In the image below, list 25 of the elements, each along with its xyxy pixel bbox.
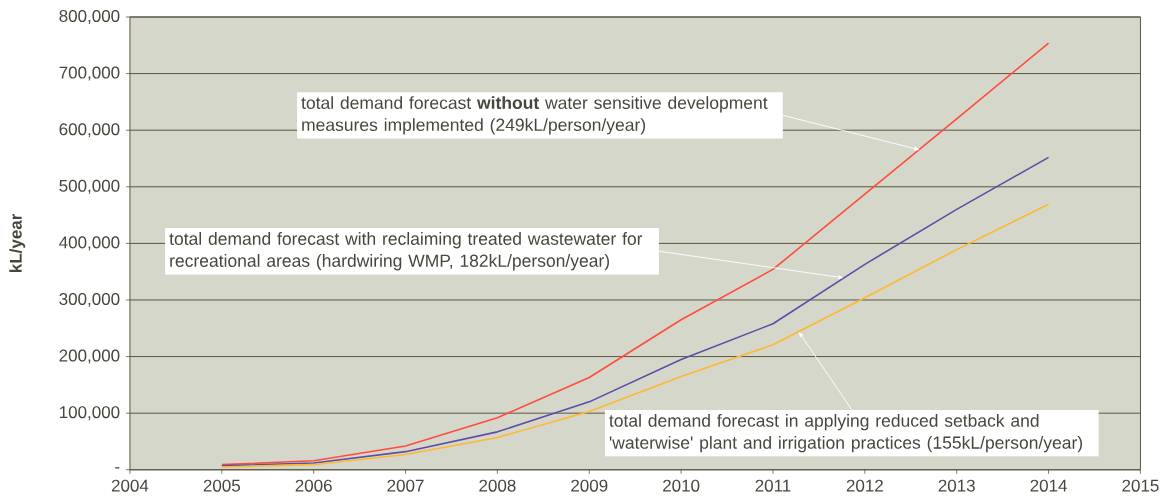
y-tick-label: 400,000 — [59, 236, 120, 251]
x-tick-label: 2015 — [1122, 479, 1159, 492]
y-tick-label: 600,000 — [59, 123, 120, 138]
y-tick-label: 300,000 — [59, 293, 120, 308]
x-tick-label: 2009 — [571, 479, 608, 492]
x-tick-label: 2005 — [203, 479, 240, 492]
x-tick-label: 2012 — [846, 479, 883, 492]
y-tick-label: 800,000 — [59, 10, 120, 25]
annotation: total demand forecast in applying reduced setback and 'waterwise' plant and irrigation practices (155kL/person/year) — [609, 414, 1083, 453]
annotation: total demand forecast without water sensitive development measures implemented (249kL/person/year) — [301, 96, 768, 135]
x-tick-label: 2011 — [755, 479, 791, 492]
x-tick-label: 2004 — [111, 479, 149, 492]
x-tick-label: 2013 — [938, 479, 975, 492]
y-tick-label: - — [115, 467, 120, 469]
y-tick-label: 700,000 — [59, 66, 120, 81]
annotation: total demand forecast with reclaiming treated wastewater for recreational areas (hardwiring WMP, 182kL/person/year) — [169, 232, 643, 271]
y-tick-label: 500,000 — [59, 179, 120, 194]
y-tick-label: 100,000 — [60, 406, 120, 421]
x-tick-label: 2010 — [663, 479, 700, 492]
x-tick-label: 2014 — [1030, 479, 1067, 492]
x-tick-label: 2007 — [387, 479, 424, 492]
x-tick-label: 2006 — [295, 479, 332, 492]
x-tick-label: 2008 — [479, 479, 516, 492]
y-tick-label: 200,000 — [59, 349, 120, 364]
y-axis-title: kL/year — [9, 214, 26, 273]
